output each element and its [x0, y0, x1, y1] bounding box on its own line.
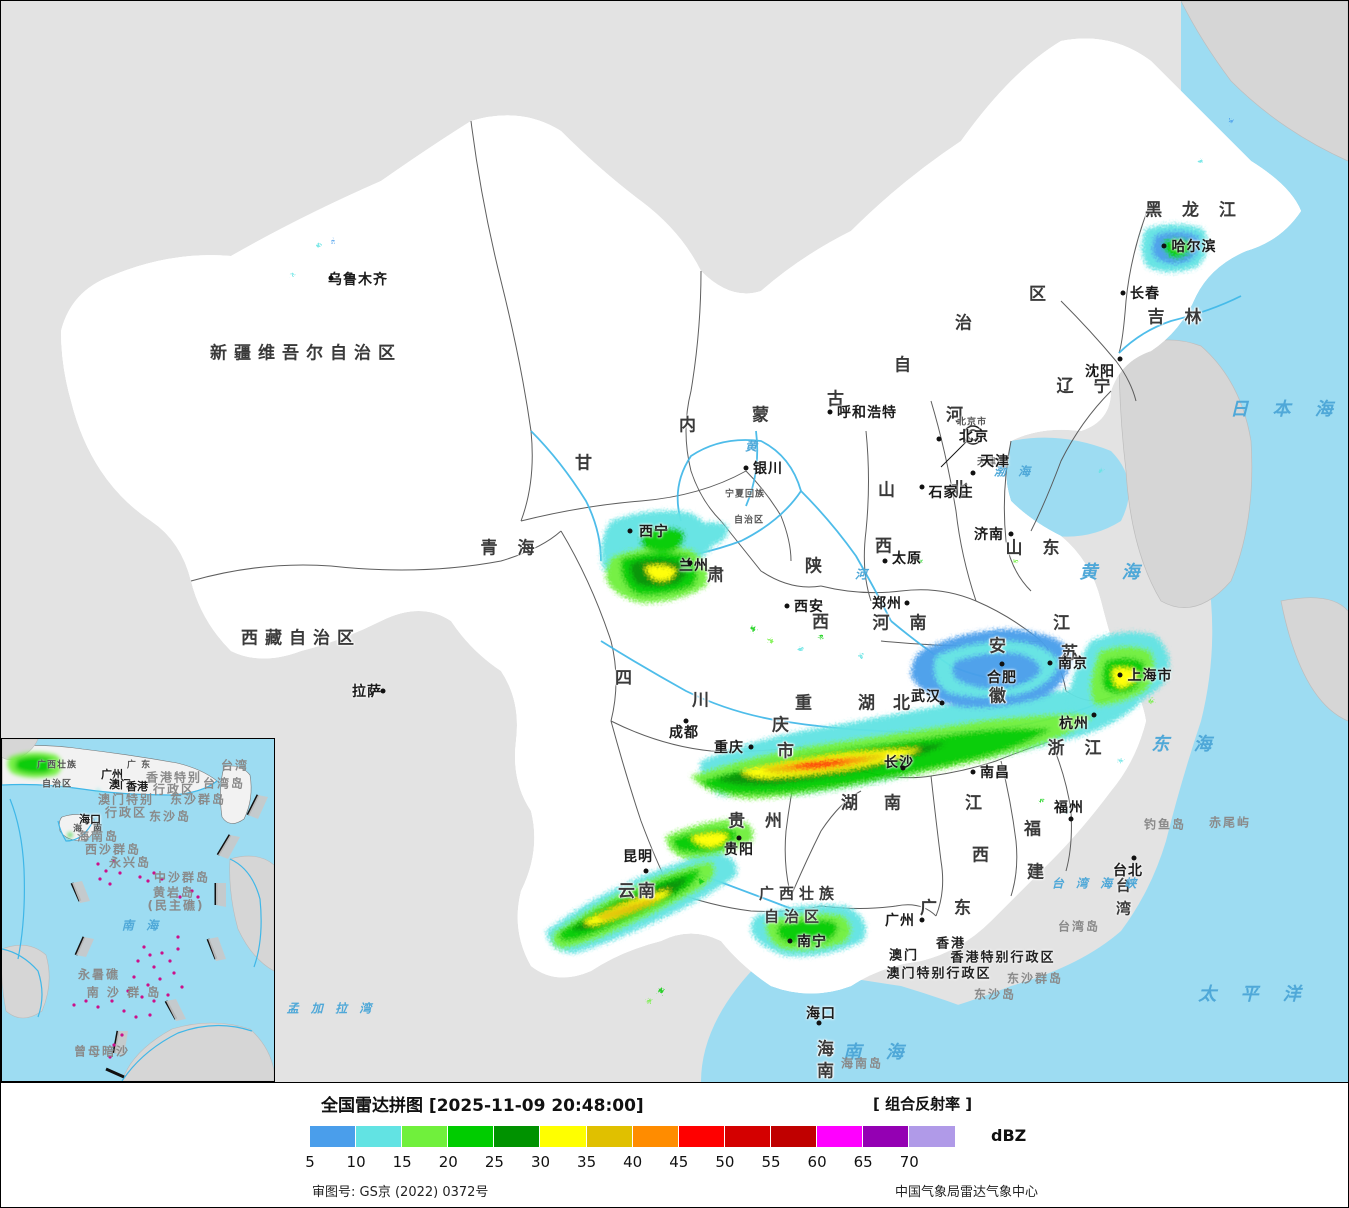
dbz-colorbar: [310, 1126, 956, 1147]
echo-speckle: [291, 119, 1233, 1004]
legend-panel: 全国雷达拼图 [2025-11-09 20:48:00] [ 组合反射率 ] d…: [0, 1083, 1349, 1208]
dbz-tick-60: 60: [807, 1153, 827, 1171]
echo-qinghai-gansu: [601, 510, 728, 603]
dbz-unit-label: dBZ: [991, 1126, 1027, 1145]
dbz-tick-65: 65: [853, 1153, 873, 1171]
legend-title: 全国雷达拼图 [2025-11-09 20:48:00]: [321, 1096, 644, 1116]
dbz-tick-70: 70: [899, 1153, 919, 1171]
inset-echo: [7, 752, 100, 837]
south-china-sea-inset: 广西壮族 自治区广 东广州 澳门 香港 香港特别 行政区 澳门特别 行政区 台湾 台湾岛 东沙群岛东…: [1, 738, 275, 1082]
inset-map: [2, 739, 274, 1081]
dbz-swatch-70: [909, 1126, 956, 1147]
reef-symbols: [72, 859, 200, 1059]
dbz-swatch-30: [540, 1126, 587, 1147]
dbz-swatch-60: [817, 1126, 864, 1147]
dbz-tick-50: 50: [715, 1153, 735, 1171]
dbz-swatch-45: [678, 1126, 725, 1147]
echo-yangtze: [691, 689, 1141, 799]
echo-anhui: [911, 629, 1072, 708]
inset-coastline: [2, 780, 262, 1081]
inset-neighbour-land: [2, 739, 274, 1081]
echo-guangxi: [751, 904, 866, 957]
dbz-swatch-20: [448, 1126, 495, 1147]
dbz-swatch-55: [770, 1126, 818, 1147]
legend-product-label: [ 组合反射率 ]: [873, 1095, 973, 1113]
dbz-swatch-35: [586, 1126, 633, 1147]
nine-dash-shadow: [72, 795, 268, 1055]
dbz-swatch-50: [724, 1126, 771, 1147]
dbz-swatch-15: [402, 1126, 449, 1147]
dbz-swatch-25: [494, 1126, 541, 1147]
capital-leader-line: [940, 440, 968, 468]
dbz-tick-5: 5: [305, 1153, 315, 1171]
dbz-tick-25: 25: [484, 1153, 504, 1171]
dbz-tick-30: 30: [530, 1153, 551, 1171]
dbz-tick-10: 10: [346, 1153, 366, 1171]
echo-yunnan: [546, 819, 754, 954]
dbz-tick-55: 55: [761, 1153, 781, 1171]
dbz-tick-15: 15: [392, 1153, 412, 1171]
echo-harbin: [1141, 224, 1208, 272]
map-approval-number: 审图号: GS京 (2022) 0372号: [312, 1185, 489, 1200]
dbz-tick-45: 45: [669, 1153, 689, 1171]
dbz-swatch-5: [310, 1126, 357, 1147]
capital-marker-ring: [963, 425, 983, 445]
radar-map-panel: 新疆维吾尔自治区 西藏自治区青 海甘肃内蒙古自治区黑 龙 江吉 林辽 宁河北山西山…: [0, 0, 1349, 1083]
dbz-swatch-40: [632, 1126, 679, 1147]
dbz-tick-labels: 5 10 15 20 25 30 35 40 45 50 55 60 65 70: [301, 1153, 1021, 1171]
radar-echo-layer: [291, 119, 1233, 1004]
dbz-swatch-10: [356, 1126, 403, 1147]
dbz-tick-40: 40: [623, 1153, 643, 1171]
china-radar-map: [1, 1, 1348, 1082]
dbz-swatch-65: [863, 1126, 910, 1147]
issuing-agency: 中国气象局雷达气象中心: [894, 1185, 1038, 1200]
dbz-tick-20: 20: [438, 1153, 458, 1171]
dbz-tick-35: 35: [577, 1153, 597, 1171]
